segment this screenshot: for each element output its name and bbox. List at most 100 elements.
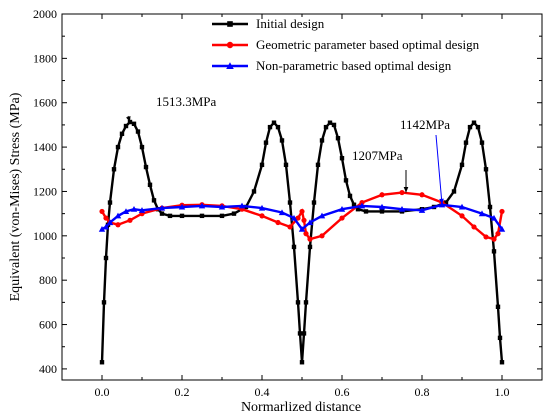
data-point <box>127 217 133 223</box>
series-line <box>100 191 504 241</box>
data-point <box>301 331 307 336</box>
data-point <box>307 236 313 242</box>
data-point <box>451 189 457 194</box>
data-point <box>359 199 365 206</box>
data-point <box>479 140 485 145</box>
data-point <box>103 215 109 221</box>
data-point <box>475 124 481 130</box>
data-point <box>327 120 333 125</box>
data-point <box>290 214 298 221</box>
data-point <box>99 360 105 365</box>
x-tick-label: 0.8 <box>415 385 430 399</box>
data-point <box>119 131 125 136</box>
annotation-label: 1513.3MPa <box>156 94 217 109</box>
data-point <box>198 202 206 209</box>
data-point <box>478 210 486 217</box>
data-point <box>355 207 361 212</box>
data-point <box>358 202 366 209</box>
y-axis-title: Equivalent (von-Mises) Stress (MPa) <box>8 92 23 301</box>
annotation-arrowhead <box>403 187 409 193</box>
y-tick-label: 1000 <box>33 229 57 243</box>
data-point <box>115 222 121 228</box>
data-point <box>122 208 130 214</box>
y-tick-label: 400 <box>39 362 57 376</box>
data-point <box>497 335 503 341</box>
data-point <box>315 162 321 168</box>
x-tick-label: 0.2 <box>175 385 190 399</box>
data-point <box>106 219 114 226</box>
data-point <box>499 208 505 215</box>
annotation-arrowhead <box>126 116 131 123</box>
data-point <box>295 215 301 221</box>
series-3 <box>98 201 506 232</box>
x-tick-label: 0.6 <box>335 385 350 399</box>
data-point <box>438 201 446 208</box>
data-point <box>275 124 281 130</box>
data-point <box>379 192 385 198</box>
series-line <box>101 203 503 231</box>
data-point <box>258 204 266 211</box>
data-point <box>318 212 326 219</box>
x-axis: 0.0 0.2 0.4 0.6 0.8 1.0 <box>61 14 543 399</box>
data-point <box>343 178 349 183</box>
x-axis-title: Normarlized distance <box>241 400 361 415</box>
y-tick-label: 1800 <box>33 51 57 65</box>
data-point <box>299 208 305 215</box>
data-point <box>219 213 225 219</box>
data-point <box>98 225 106 232</box>
x-tick-label: 0.4 <box>255 385 270 399</box>
data-point <box>471 120 477 125</box>
series-1 <box>99 119 505 365</box>
data-point <box>319 233 325 239</box>
data-point <box>99 208 105 215</box>
y-tick-label: 1600 <box>33 96 57 110</box>
y-tick-label: 600 <box>39 318 57 332</box>
data-point <box>251 189 257 194</box>
data-point <box>139 144 145 150</box>
data-point <box>267 124 273 130</box>
data-point <box>301 217 307 223</box>
data-point <box>487 204 493 210</box>
data-point <box>491 236 497 242</box>
legend-entry: Non-parametric based optimal design <box>256 58 452 73</box>
series-line <box>100 120 504 363</box>
data-point <box>307 244 313 250</box>
annotation-label: 1207MPa <box>352 148 403 163</box>
data-point <box>363 209 369 214</box>
series-2 <box>99 189 505 242</box>
data-point <box>287 224 293 230</box>
data-point <box>378 203 386 210</box>
legend-marker <box>226 62 234 70</box>
data-point <box>218 203 226 210</box>
data-point <box>199 213 205 219</box>
data-point <box>335 136 341 141</box>
data-point <box>331 122 337 128</box>
legend-entry: Initial design <box>256 16 325 31</box>
data-point <box>491 249 497 254</box>
data-point <box>297 331 303 336</box>
data-point <box>458 203 466 210</box>
series-layer <box>98 119 506 365</box>
data-point <box>287 200 293 205</box>
data-point <box>459 162 465 168</box>
data-point <box>143 164 149 170</box>
data-point <box>347 193 353 199</box>
data-point <box>339 215 345 221</box>
data-point <box>263 140 269 145</box>
data-point <box>463 140 469 145</box>
annotation-label: 1142MPa <box>400 117 450 132</box>
data-point <box>339 155 345 161</box>
data-point <box>319 138 325 143</box>
data-point <box>179 213 185 219</box>
data-point <box>499 360 505 365</box>
y-tick-label: 800 <box>39 273 57 287</box>
data-point <box>238 202 246 209</box>
data-point <box>495 231 501 237</box>
data-point <box>259 213 265 219</box>
data-point <box>338 206 346 212</box>
data-point <box>115 144 121 150</box>
data-point <box>130 206 138 212</box>
data-point <box>306 219 314 226</box>
annotation-layer: 1513.3MPa 1207MPa 1142MPa <box>126 94 450 205</box>
data-point <box>279 138 285 143</box>
